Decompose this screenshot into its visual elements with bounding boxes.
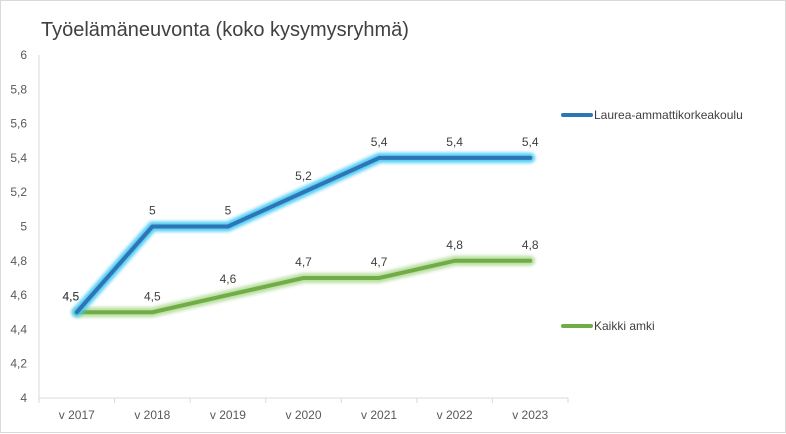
y-tick-label: 5,2 xyxy=(10,185,27,199)
series-line-0 xyxy=(74,155,533,315)
chart-title: Työelämäneuvonta (koko kysymysryhmä) xyxy=(41,19,409,41)
x-tick-label: v 2021 xyxy=(361,408,397,422)
data-label: 4,7 xyxy=(371,255,388,269)
data-label: 5,4 xyxy=(446,135,463,149)
y-tick-label: 5,8 xyxy=(10,82,27,96)
data-label: 4,7 xyxy=(295,255,312,269)
data-label: 4,5 xyxy=(144,289,161,303)
series-line-1 xyxy=(74,258,533,315)
data-label: 4,6 xyxy=(220,272,237,286)
x-tick-label: v 2019 xyxy=(210,408,246,422)
data-label: 5,4 xyxy=(371,135,388,149)
data-label: 5,4 xyxy=(522,135,539,149)
data-label: 5 xyxy=(225,204,232,218)
data-label: 4,8 xyxy=(522,238,539,252)
data-label: 5 xyxy=(149,204,156,218)
y-tick-label: 5,4 xyxy=(10,151,27,165)
data-label: 5,2 xyxy=(295,169,312,183)
data-label: 4,5 xyxy=(62,289,79,303)
y-tick-label: 6 xyxy=(20,48,27,62)
y-tick-label: 4,8 xyxy=(10,254,27,268)
x-tick-label: v 2017 xyxy=(59,408,95,422)
y-tick-label: 4,2 xyxy=(10,357,27,371)
x-tick-label: v 2020 xyxy=(285,408,321,422)
data-label: 4,5 xyxy=(62,289,79,303)
x-tick-label: v 2018 xyxy=(134,408,170,422)
x-tick-label: v 2023 xyxy=(512,408,548,422)
x-tick-label: v 2022 xyxy=(437,408,473,422)
y-tick-label: 4 xyxy=(20,391,27,405)
legend-label: Kaikki amki xyxy=(594,319,655,333)
y-tick-label: 5,6 xyxy=(10,117,27,131)
y-tick-label: 4,6 xyxy=(10,288,27,302)
data-label: 4,8 xyxy=(446,238,463,252)
y-tick-label: 5 xyxy=(20,220,27,234)
y-tick-label: 4,4 xyxy=(10,322,27,336)
legend-label: Laurea-ammattikorkeakoulu xyxy=(594,108,743,122)
